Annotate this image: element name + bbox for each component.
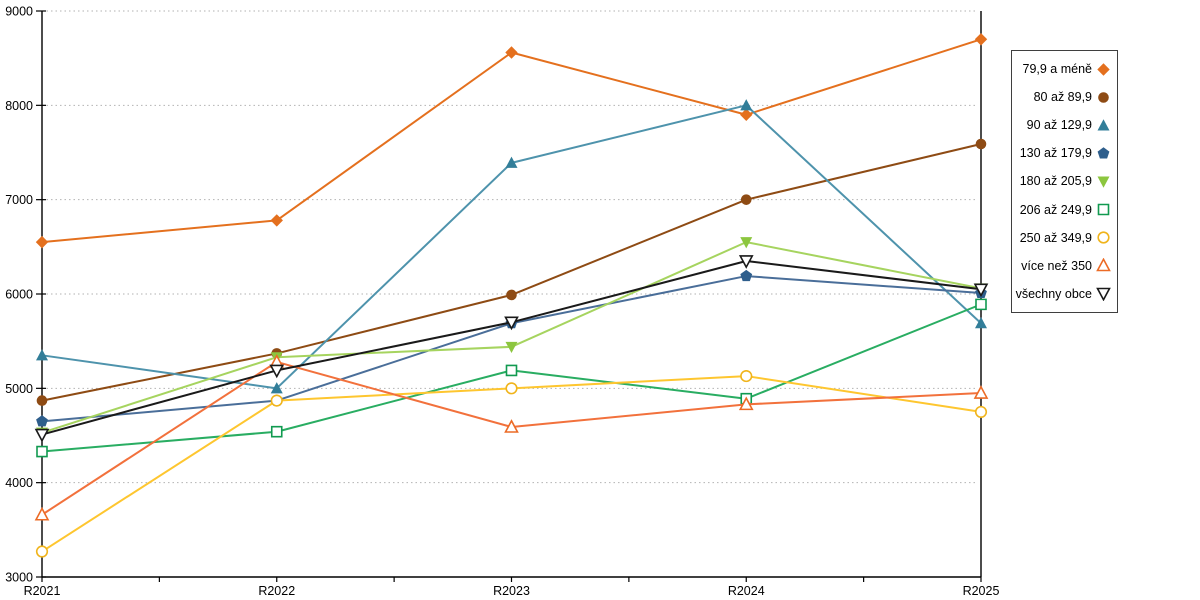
- circle-filled-legend-icon: [1098, 91, 1109, 103]
- data-point-marker: [504, 419, 519, 433]
- series-9: [34, 255, 989, 443]
- data-point-marker: [505, 46, 518, 59]
- x-tick-label: R2024: [728, 584, 765, 598]
- data-point-marker: [975, 138, 987, 150]
- y-tick-label: 6000: [5, 288, 33, 302]
- data-point-marker: [974, 405, 988, 419]
- legend-item: 130 až 179,9: [1016, 146, 1111, 161]
- data-point-marker: [35, 545, 49, 558]
- data-point-marker: [506, 289, 517, 301]
- x-tick-label: R2025: [963, 584, 1000, 598]
- data-point-marker: [270, 425, 283, 438]
- y-tick-label: 9000: [5, 5, 33, 19]
- data-point-marker: [505, 364, 518, 377]
- legend-item: 79,9 a méně: [1016, 62, 1111, 77]
- data-point-marker: [740, 108, 753, 121]
- pentagon-filled-legend-icon: [1097, 147, 1110, 159]
- data-point-marker: [34, 428, 50, 443]
- legend-marker-glyph: [1096, 288, 1111, 302]
- circle-open-legend-icon: [1097, 231, 1110, 244]
- legend-item: 206 až 249,9: [1016, 202, 1111, 217]
- data-point-marker: [740, 369, 753, 383]
- data-point-marker: [505, 156, 518, 168]
- legend-label: 90 až 129,9: [1026, 118, 1092, 133]
- series-1: [35, 33, 988, 249]
- series-line: [41, 241, 982, 434]
- legend-marker-glyph: [1097, 176, 1110, 188]
- data-point-marker: [270, 382, 283, 394]
- y-tick-label: 5000: [5, 382, 33, 396]
- legend-label: 250 až 349,9: [1019, 230, 1092, 245]
- y-tick-label: 7000: [5, 193, 33, 207]
- legend-marker-glyph: [1097, 231, 1110, 244]
- series-3: [36, 99, 987, 394]
- data-point-marker: [974, 33, 988, 46]
- data-point-marker: [740, 269, 753, 282]
- y-tick-label: 8000: [5, 99, 33, 113]
- legend-item: více než 350: [1016, 258, 1111, 273]
- y-tick-label: 3000: [5, 571, 33, 585]
- data-point-marker: [36, 349, 48, 361]
- legend-item: 250 až 349,9: [1016, 230, 1111, 245]
- data-point-marker: [973, 283, 989, 298]
- data-point-marker: [505, 341, 518, 354]
- data-point-marker: [36, 395, 48, 406]
- legend-item: 90 až 129,9: [1016, 118, 1111, 133]
- data-point-marker: [740, 237, 753, 249]
- data-point-marker: [505, 382, 518, 395]
- x-tick-label: R2022: [258, 584, 295, 598]
- legend-label: 206 až 249,9: [1019, 202, 1092, 217]
- data-point-marker: [975, 317, 987, 329]
- data-point-marker: [35, 235, 49, 249]
- data-point-marker: [740, 99, 753, 111]
- triangle-down-open-legend-icon: [1096, 288, 1111, 302]
- data-point-marker: [973, 385, 989, 399]
- triangle-down-filled-legend-icon: [1097, 176, 1110, 188]
- data-point-marker: [270, 394, 283, 407]
- legend-marker-glyph: [1097, 62, 1110, 76]
- data-point-marker: [738, 396, 754, 411]
- legend-label: 79,9 a méně: [1022, 62, 1093, 77]
- data-point-marker: [504, 316, 519, 331]
- data-point-marker: [975, 298, 987, 311]
- legend-item: 180 až 205,9: [1016, 174, 1111, 189]
- data-point-marker: [270, 214, 283, 227]
- legend-label: 130 až 179,9: [1019, 146, 1092, 161]
- legend-marker-glyph: [1097, 119, 1110, 131]
- data-point-marker: [740, 194, 752, 205]
- data-point-marker: [738, 255, 754, 269]
- data-point-marker: [36, 415, 48, 427]
- series-line: [41, 375, 982, 553]
- series-7: [35, 369, 988, 558]
- legend-marker-glyph: [1098, 91, 1109, 103]
- legend-marker-glyph: [1097, 147, 1110, 159]
- legend-label: všechny obce: [1015, 286, 1092, 301]
- legend-item: 80 až 89,9: [1016, 90, 1111, 105]
- data-point-marker: [36, 445, 48, 458]
- data-point-marker: [34, 506, 50, 521]
- triangle-up-filled-legend-icon: [1097, 119, 1110, 131]
- diamond-filled-legend-icon: [1097, 62, 1110, 76]
- square-open-legend-icon: [1097, 203, 1110, 216]
- data-point-marker: [269, 364, 285, 379]
- legend-label: 180 až 205,9: [1019, 174, 1092, 189]
- series-8: [34, 354, 989, 521]
- triangle-up-open-legend-icon: [1096, 258, 1111, 272]
- legend-label: více než 350: [1021, 258, 1092, 273]
- legend-marker-glyph: [1096, 258, 1111, 272]
- legend-label: 80 až 89,9: [1033, 90, 1092, 105]
- legend-item: všechny obce: [1015, 286, 1111, 302]
- x-tick-label: R2021: [24, 584, 61, 598]
- series-line: [41, 38, 982, 244]
- legend-marker-glyph: [1097, 203, 1110, 216]
- legend-box: 79,9 a méně 80 až 89,9 90 až 129,9 130 až 1…: [1011, 50, 1118, 313]
- x-tick-label: R2023: [493, 584, 530, 598]
- y-tick-label: 4000: [5, 476, 33, 490]
